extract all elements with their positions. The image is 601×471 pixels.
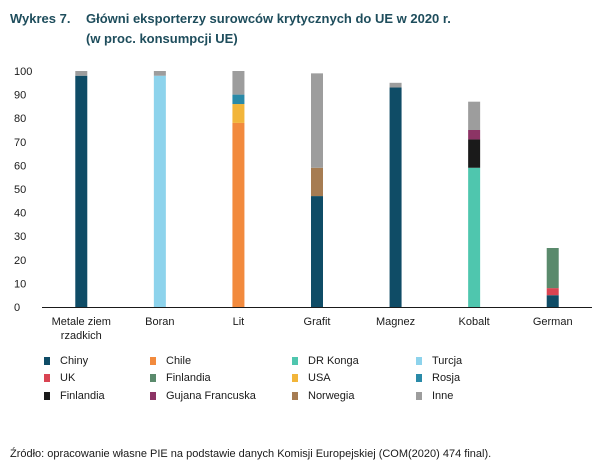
y-tick-label: 0: [14, 302, 20, 314]
y-tick-label: 100: [14, 66, 32, 78]
y-tick-label: 90: [14, 90, 26, 102]
legend-label: Finlandia: [60, 390, 105, 402]
legend-swatch: [150, 392, 156, 400]
legend-swatch: [292, 374, 298, 382]
legend-label: Chiny: [60, 355, 89, 367]
bar-segment: [389, 87, 402, 308]
legend-swatch: [292, 357, 298, 365]
bar-segment: [75, 75, 88, 307]
y-tick-label: 80: [14, 113, 26, 125]
bar-segment: [468, 130, 481, 140]
bar-segment: [389, 82, 402, 88]
y-tick-label: 50: [14, 184, 26, 196]
legend-label: Gujana Francuska: [166, 390, 256, 402]
legend-swatch: [44, 392, 50, 400]
y-tick-label: 70: [14, 137, 26, 149]
bar-segment: [232, 94, 245, 105]
legend-swatch: [292, 392, 298, 400]
legend-label: Chile: [166, 355, 192, 367]
x-tick-label: Metale ziem rzadkich: [52, 316, 111, 342]
legend-label: DR Konga: [308, 355, 359, 367]
x-tick-label: Lit: [233, 316, 245, 328]
legend-label: Rosja: [432, 372, 461, 384]
figure-label: Wykres 7.: [10, 11, 71, 26]
legend-label: UK: [60, 372, 76, 384]
chart-title: Główni eksporterzy surowców krytycznych …: [86, 11, 451, 26]
bar-segment: [311, 73, 323, 168]
bar-segment: [153, 75, 166, 307]
y-tick-label: 10: [14, 278, 26, 290]
stacked-bar-chart: 0 10 20 30 40 50 60 70 80 90 100 Metale ziem rzadkic…: [14, 66, 592, 342]
bar-segment: [311, 196, 323, 307]
legend-swatch: [150, 357, 156, 365]
legend-swatch: [150, 374, 156, 382]
x-tick-label: Boran: [145, 316, 174, 328]
y-tick-label: 60: [14, 160, 26, 172]
legend-swatch: [44, 374, 50, 382]
x-tick-label: Grafit: [304, 316, 331, 328]
bar-segment: [546, 288, 559, 296]
bar-segment: [232, 122, 245, 307]
x-tick-label: German: [533, 316, 573, 328]
bar-segment: [546, 295, 559, 307]
bar-segment: [232, 71, 245, 95]
legend-label: Norwegia: [308, 390, 355, 402]
chart-subtitle: (w proc. konsumpcji UE): [86, 31, 238, 46]
legend-swatch: [44, 357, 50, 365]
bar-segment: [153, 71, 166, 76]
legend-label: USA: [308, 372, 331, 384]
x-tick-label: Magnez: [376, 316, 415, 328]
legend-label: Turcja: [432, 355, 463, 367]
legend-swatch: [416, 357, 422, 365]
bar-segment: [311, 167, 323, 197]
bar-segment: [468, 139, 481, 168]
legend-swatch: [416, 374, 422, 382]
legend-label: Finlandia: [166, 372, 211, 384]
y-tick-label: 30: [14, 231, 26, 243]
bar-segment: [232, 104, 245, 123]
y-tick-label: 40: [14, 208, 26, 220]
source-note: Źródło: opracowanie własne PIE na podsta…: [10, 448, 492, 460]
x-tick-label: Kobalt: [459, 316, 490, 328]
bar-segment: [546, 248, 559, 289]
legend-swatch: [416, 392, 422, 400]
bar-segment: [468, 101, 481, 130]
bar-segment: [468, 167, 481, 307]
y-tick-label: 20: [14, 255, 26, 267]
legend-label: Inne: [432, 390, 454, 402]
bar-segment: [75, 71, 88, 76]
